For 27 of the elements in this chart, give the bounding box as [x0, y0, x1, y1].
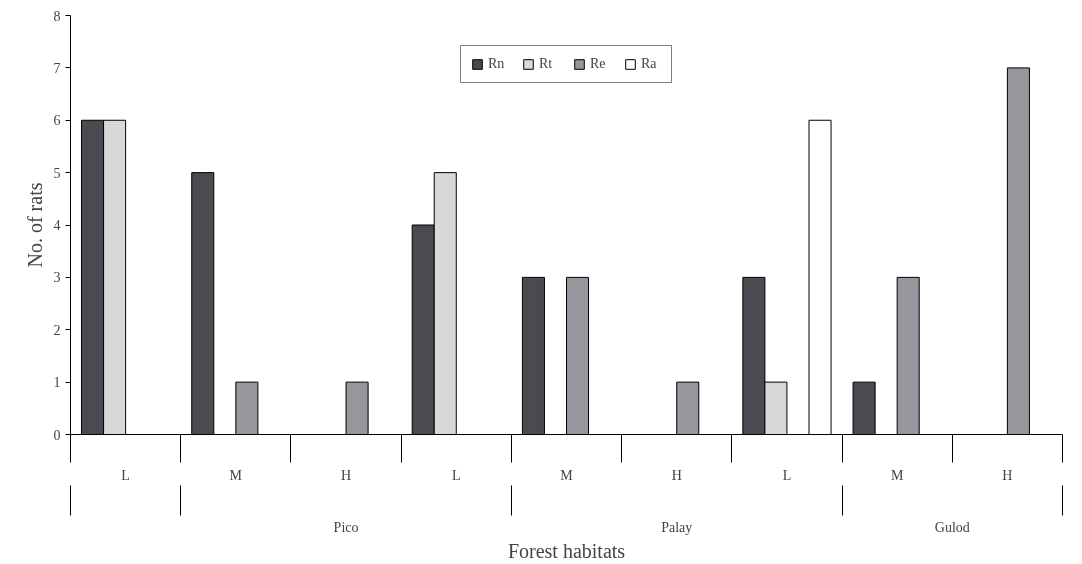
y-tick-label: 4 — [53, 218, 61, 233]
legend-label: Re — [590, 56, 607, 72]
legend-label: Rt — [539, 56, 554, 72]
text: Palay — [661, 519, 693, 535]
x-tick-label: L — [121, 467, 130, 483]
y-tick-label: 3 — [53, 270, 61, 286]
legend-label: Rn — [488, 56, 506, 72]
x-tick-label: M — [229, 467, 243, 483]
y-tick-label: 2 — [53, 322, 61, 338]
x-tick-label: M — [890, 467, 904, 483]
y-tick-label: 8 — [53, 8, 61, 24]
x-tick-label: L — [452, 467, 461, 483]
text: Pico — [333, 519, 359, 535]
x-axis-title: Forest habitats — [507, 539, 626, 562]
y-tick-label: 1 — [53, 375, 61, 391]
x-tick-label: M — [560, 467, 574, 483]
x-tick-label: H — [341, 467, 352, 483]
y-tick-label: 6 — [53, 113, 61, 129]
y-tick-label: 7 — [53, 60, 61, 76]
y-axis-title: No. of rats — [23, 182, 46, 268]
text: Gulod — [934, 519, 970, 535]
x-tick-label: L — [782, 467, 792, 483]
legend-label: Ra — [641, 56, 658, 72]
y-tick-label: 0 — [53, 427, 61, 443]
y-tick-label: 5 — [53, 165, 61, 181]
x-tick-label: H — [671, 467, 682, 483]
x-tick-label: H — [1002, 467, 1013, 483]
